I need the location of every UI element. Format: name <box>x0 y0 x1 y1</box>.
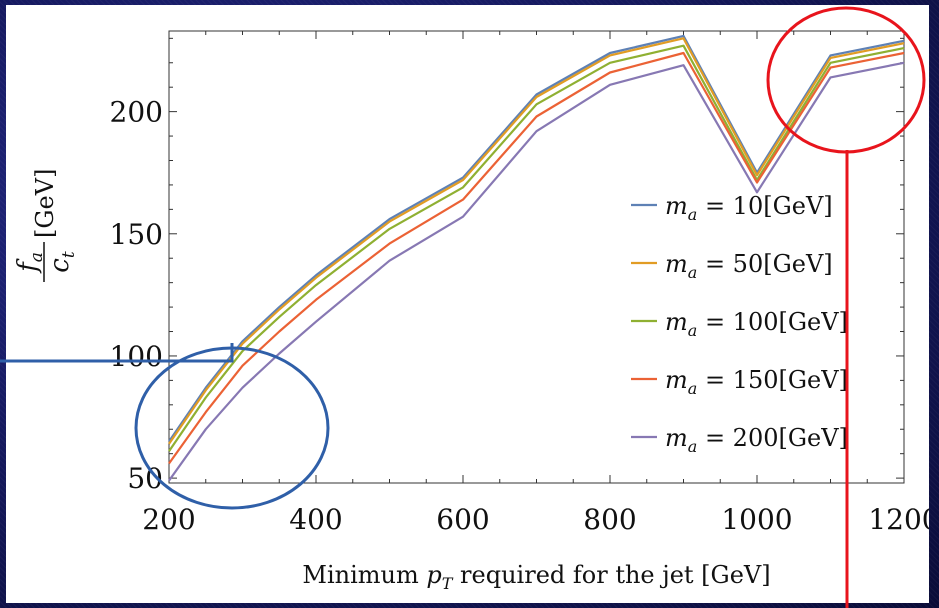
chart-panel: 200 400 600 800 1000 1200 50 100 150 200 ma = 10[… <box>6 5 929 603</box>
line-chart: 200 400 600 800 1000 1200 50 100 150 200 ma = 10[… <box>13 30 929 593</box>
axis-labels-group: Minimum pT required for the jet [GeV] fac… <box>13 169 771 593</box>
series-line-2 <box>168 37 905 445</box>
x-tick-label: 400 <box>289 503 342 536</box>
y-tick-label: 150 <box>110 218 163 251</box>
series-line-1 <box>168 34 905 443</box>
legend-label-2: ma = 50[GeV] <box>665 250 833 282</box>
y-tick-label: 50 <box>127 462 163 495</box>
legend-label-1: ma = 10[GeV] <box>665 192 833 224</box>
y-tick-label: 100 <box>110 340 163 373</box>
x-tick-label: 200 <box>142 503 195 536</box>
legend-label-4: ma = 150[GeV] <box>665 366 848 398</box>
x-axis-label: Minimum pT required for the jet [GeV] <box>302 561 770 593</box>
y-tick-label: 200 <box>110 96 163 129</box>
y-label-unit: [GeV] <box>31 169 59 238</box>
x-tick-label: 1200 <box>868 503 929 536</box>
legend-label-5: ma = 200[GeV] <box>665 424 848 456</box>
y-label-numerator: fa <box>13 252 47 274</box>
x-tick-label: 800 <box>583 503 636 536</box>
x-tick-label: 1000 <box>721 503 792 536</box>
y-label-denominator: ct <box>45 251 79 273</box>
legend-label-3: ma = 100[GeV] <box>665 308 848 340</box>
x-tick-label: 600 <box>436 503 489 536</box>
legend: ma = 10[GeV] ma = 50[GeV] ma = 100[GeV] ma … <box>631 192 848 456</box>
